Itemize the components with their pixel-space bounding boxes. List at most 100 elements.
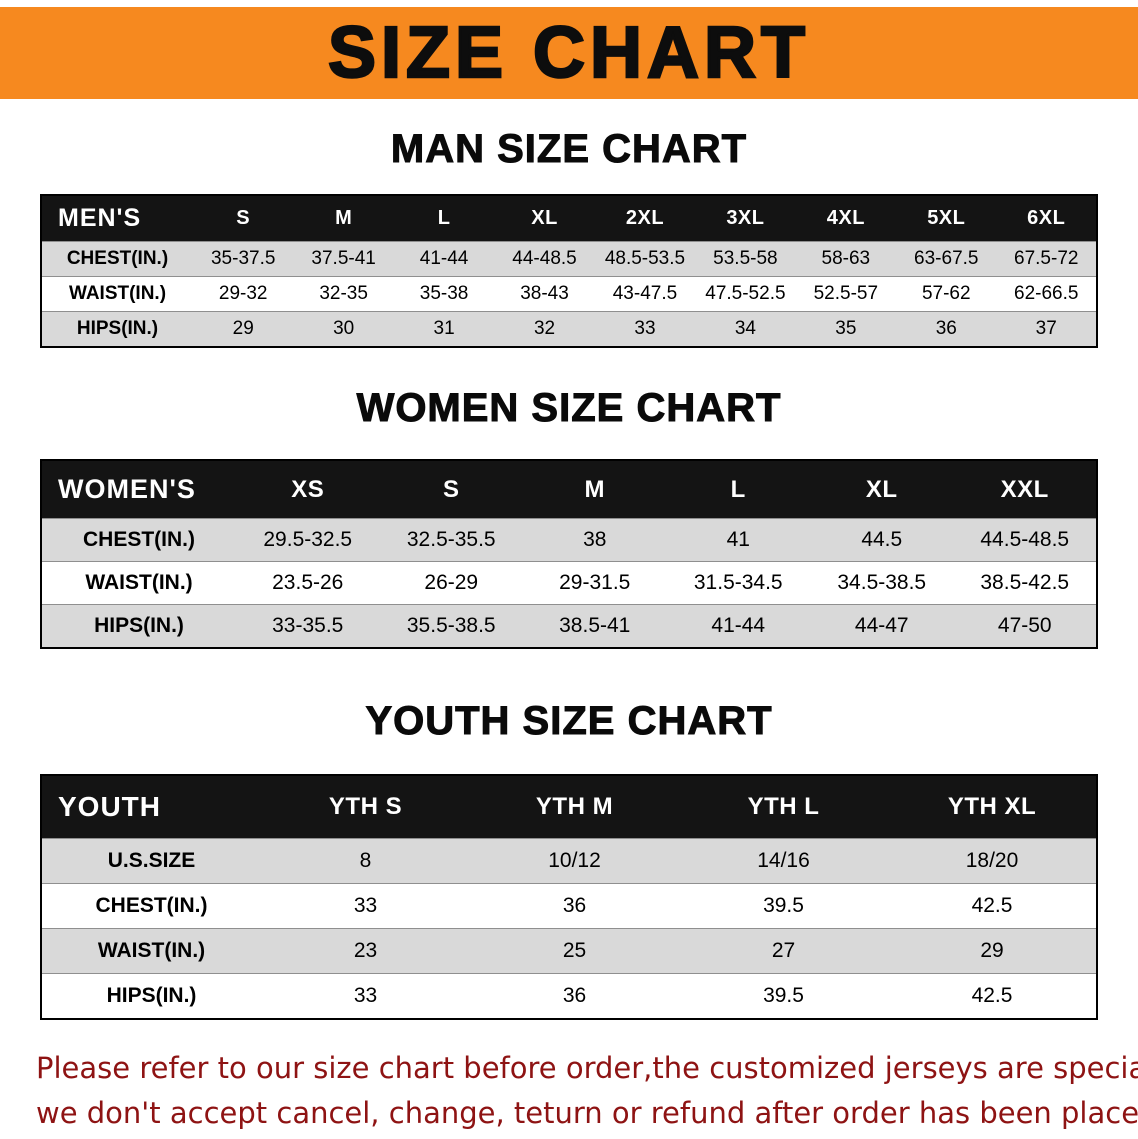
size-value-cell: 26-29 [424, 571, 479, 594]
table-header-row: WOMEN'S XS S M L XL XXL [41, 460, 1097, 519]
size-value-cell: 37.5-41 [311, 248, 376, 269]
size-value-cell: 33 [634, 318, 656, 339]
size-value-cell: 34 [734, 318, 756, 339]
size-value-cell: 35 [835, 318, 857, 339]
size-value-cell: 32.5-35.5 [406, 528, 496, 551]
size-value-cell: 18/20 [965, 849, 1019, 872]
youth-size-table: YOUTH YTH S YTH M YTH L YTH XL U.S.SIZE 8 10/12… [40, 774, 1098, 1020]
footer-notice: Please refer to our size chart before or… [0, 1046, 1138, 1136]
size-value-cell: 35-37.5 [210, 248, 276, 269]
size-column-header: L [437, 207, 451, 229]
size-value-cell: 35.5-38.5 [406, 614, 496, 637]
size-value-cell: 44-47 [854, 614, 909, 637]
table-row: HIPS(IN.) 33-35.5 35.5-38.5 38.5-41 41-44 44-… [41, 604, 1097, 648]
size-value-cell: 38.5-42.5 [980, 571, 1070, 594]
youth-section-heading: YOUTH SIZE CHART [365, 699, 773, 744]
size-value-cell: 48.5-53.5 [604, 248, 686, 269]
size-column-header: YTH XL [947, 793, 1037, 820]
size-value-cell: 33-35.5 [272, 614, 344, 637]
banner: SIZE CHART [0, 7, 1138, 99]
size-value-cell: 23.5-26 [272, 571, 344, 594]
row-label: WAIST(IN.) [85, 571, 193, 594]
size-value-cell: 25 [562, 939, 587, 962]
table-row: HIPS(IN.) 29 30 31 32 33 34 35 36 37 [41, 311, 1097, 347]
size-column-header: XL [531, 207, 558, 229]
size-column-header: XXL [1000, 475, 1049, 503]
table-row: U.S.SIZE 8 10/12 14/16 18/20 [41, 838, 1097, 884]
women-size-table: WOMEN'S XS S M L XL XXL CHEST(IN.) 29.5-32.5 32.5… [40, 459, 1098, 649]
size-value-cell: 47-50 [997, 614, 1052, 637]
table-row: WAIST(IN.) 23.5-26 26-29 29-31.5 31.5-34.5 34… [41, 561, 1097, 605]
size-column-header: 6XL [1027, 207, 1066, 229]
table-header-row: MEN'S S M L XL 2XL 3XL 4XL 5XL 6XL [41, 195, 1097, 242]
row-label: U.S.SIZE [107, 849, 196, 872]
size-value-cell: 42.5 [971, 984, 1013, 1007]
size-value-cell: 53.5-58 [713, 248, 778, 269]
size-value-cell: 31 [433, 318, 455, 339]
size-value-cell: 47.5-52.5 [705, 283, 786, 304]
row-label: HIPS(IN.) [76, 318, 159, 339]
page-title: SIZE CHART [327, 12, 810, 95]
women-section-heading: WOMEN SIZE CHART [356, 386, 782, 431]
size-value-cell: 36 [562, 894, 587, 917]
size-value-cell: 44.5-48.5 [980, 528, 1070, 551]
size-value-cell: 44-48.5 [512, 248, 577, 269]
size-column-header: 5XL [927, 207, 966, 229]
size-value-cell: 38.5-41 [559, 614, 631, 637]
row-label: WAIST(IN.) [68, 283, 167, 304]
size-value-cell: 67.5-72 [1014, 248, 1079, 269]
size-value-cell: 35-38 [419, 283, 469, 304]
size-value-cell: 10/12 [548, 849, 601, 872]
size-value-cell: 38 [583, 528, 607, 551]
size-column-header: YTH M [535, 793, 614, 820]
notice-line-2: we don't accept cancel, change, teturn o… [36, 1096, 1138, 1130]
size-value-cell: 39.5 [763, 894, 804, 917]
table-row: WAIST(IN.) 29-32 32-35 35-38 38-43 43-47.5 47.… [41, 276, 1097, 312]
size-value-cell: 29 [232, 318, 254, 339]
size-value-cell: 34.5-38.5 [837, 571, 927, 594]
women-size-chart-section: WOMEN SIZE CHART WOMEN'S XS S M L XL XXL CHEST(I… [0, 386, 1138, 649]
size-column-header: M [584, 475, 605, 503]
size-value-cell: 44.5 [861, 528, 903, 551]
size-column-header: L [730, 475, 746, 503]
size-value-cell: 36 [935, 318, 957, 339]
size-column-header: YTH S [328, 793, 403, 820]
size-value-cell: 29.5-32.5 [263, 528, 353, 551]
table-header-label: WOMEN'S [58, 474, 196, 504]
size-value-cell: 14/16 [757, 849, 810, 872]
size-value-cell: 57-62 [921, 283, 971, 304]
size-value-cell: 58-63 [821, 248, 871, 269]
size-value-cell: 42.5 [971, 894, 1013, 917]
table-header-row: YOUTH YTH S YTH M YTH L YTH XL [41, 775, 1097, 839]
men-size-table: MEN'S S M L XL 2XL 3XL 4XL 5XL 6XL CHEST(IN.) 35-37… [40, 194, 1098, 348]
size-value-cell: 8 [359, 849, 372, 872]
men-size-chart-section: MAN SIZE CHART MEN'S S M L XL 2XL 3XL 4XL 5XL 6XL C… [0, 127, 1138, 348]
size-value-cell: 41 [726, 528, 750, 551]
size-value-cell: 36 [562, 984, 587, 1007]
table-row: WAIST(IN.) 23 25 27 29 [41, 928, 1097, 974]
size-column-header: 4XL [826, 207, 865, 229]
table-header-label: MEN'S [58, 204, 142, 232]
size-value-cell: 29 [980, 939, 1004, 962]
table-row: CHEST(IN.) 33 36 39.5 42.5 [41, 883, 1097, 929]
size-value-cell: 38-43 [520, 283, 569, 304]
size-value-cell: 43-47.5 [612, 283, 678, 304]
size-value-cell: 23 [353, 939, 378, 962]
size-value-cell: 41-44 [711, 614, 766, 637]
size-column-header: XS [291, 475, 325, 503]
row-label: HIPS(IN.) [106, 984, 197, 1007]
size-column-header: S [236, 207, 251, 229]
youth-size-chart-section: YOUTH SIZE CHART YOUTH YTH S YTH M YTH L YTH … [0, 699, 1138, 1020]
row-label: CHEST(IN.) [66, 248, 169, 269]
size-column-header: YTH L [747, 793, 820, 820]
table-row: CHEST(IN.) 29.5-32.5 32.5-35.5 38 41 44.5 44.5… [41, 518, 1097, 562]
size-column-header: M [335, 207, 353, 229]
table-row: HIPS(IN.) 33 36 39.5 42.5 [41, 973, 1097, 1019]
size-value-cell: 63-67.5 [914, 248, 979, 269]
row-label: WAIST(IN.) [97, 939, 206, 962]
size-value-cell: 29-32 [218, 283, 268, 304]
table-header-label: YOUTH [58, 791, 161, 822]
table-row: CHEST(IN.) 35-37.5 37.5-41 41-44 44-48.5 48.5… [41, 241, 1097, 277]
size-column-header: XL [865, 475, 898, 503]
size-value-cell: 32-35 [319, 283, 368, 304]
